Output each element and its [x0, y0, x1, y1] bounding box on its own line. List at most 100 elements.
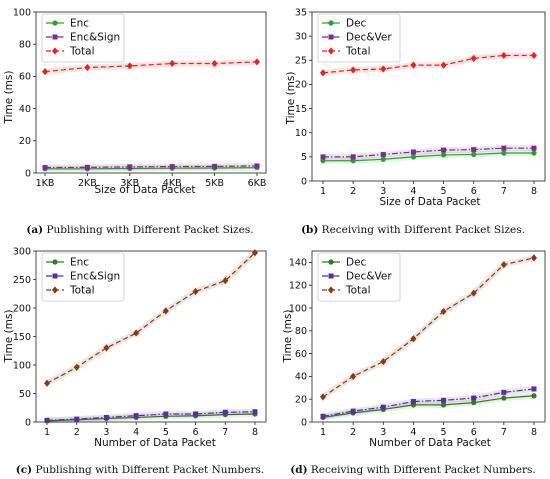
data-point — [126, 62, 133, 70]
chart-b-plot: 0 5 10 15 20 25 30 35 1 2 3 4 5 6 7 8 Dec Dec&Ver Total — [295, 7, 546, 197]
chart-d-xtick-label: 1 — [320, 427, 326, 438]
series-line — [322, 257, 535, 398]
chart-c-xtick-label: 6 — [193, 427, 199, 438]
data-point — [380, 65, 387, 73]
legend-label: Total — [69, 46, 95, 58]
data-point — [320, 393, 326, 401]
chart-d-series-total — [320, 254, 537, 401]
chart-d-plot: 0 20 40 60 80 100 120 140 1 2 3 4 5 6 7 8 Dec Dec&Ver Tota… — [289, 250, 546, 438]
chart-c-xtick-label: 7 — [222, 427, 228, 438]
chart-b-xtick-label: 6 — [471, 186, 477, 197]
chart-b-xlabel: Size of Data Packet — [379, 196, 480, 208]
chart-b-caption-label: (b) — [301, 224, 318, 236]
data-point — [42, 67, 48, 76]
chart-a-xlabel: Size of Data Packet — [94, 184, 195, 196]
chart-d-ytick-label: 140 — [289, 258, 307, 269]
chart-d-xtick-label: 8 — [531, 427, 537, 438]
chart-a-ytick-label: 0 — [25, 168, 31, 179]
data-point — [44, 417, 50, 423]
chart-d-caption-text: Receiving with Different Packet Numbers. — [308, 464, 536, 476]
series-line — [44, 165, 258, 169]
chart-b-caption-text: Receiving with Different Packet Sizes. — [318, 224, 525, 236]
data-point — [133, 329, 140, 337]
data-point — [441, 147, 447, 153]
legend-marker — [52, 34, 58, 40]
chart-d-ytick-label: 20 — [295, 395, 307, 406]
chart-c-xtick-label: 1 — [44, 427, 50, 438]
data-point — [501, 145, 507, 151]
legend-box — [41, 252, 125, 302]
chart-a-xtick-label: 5KB — [205, 178, 224, 189]
data-point — [44, 379, 50, 387]
legend-box — [317, 252, 401, 302]
data-point — [350, 154, 356, 160]
chart-c-ytick-label: 100 — [13, 360, 31, 371]
chart-a-ytick-label: 60 — [19, 72, 31, 83]
data-point — [470, 54, 477, 62]
chart-d-xtick-label: 5 — [441, 427, 447, 438]
legend-label: Dec&Ver — [346, 32, 392, 44]
data-point — [471, 395, 477, 401]
data-point — [410, 61, 417, 69]
chart-d-xtick-label: 4 — [410, 427, 416, 438]
data-point — [410, 398, 416, 404]
legend-box — [317, 13, 401, 63]
chart-c-series-total — [44, 249, 258, 387]
data-point — [500, 261, 507, 269]
chart-d-series-dec — [320, 392, 537, 421]
data-point — [320, 69, 326, 77]
legend-label: Enc — [70, 257, 89, 269]
data-point — [410, 335, 417, 343]
panel-c: 0 50 100 150 200 250 300 1 2 3 4 5 6 7 8 Enc Enc&Sign Tot… — [3, 246, 267, 476]
chart-b-series-total — [320, 51, 537, 77]
chart-d-ylabel: Time (ms) — [282, 310, 294, 364]
chart-c-plot: 0 50 100 150 200 250 300 1 2 3 4 5 6 7 8 Enc Enc&Sign Tot… — [13, 246, 267, 438]
chart-a-plot: 0 20 40 60 80 100 1KB 2KB 3KB 4KB 5KB 6KB Enc Enc&Sig… — [13, 7, 267, 189]
chart-b-xtick-label: 7 — [501, 186, 507, 197]
series-line — [46, 411, 256, 421]
data-point — [531, 386, 537, 392]
panel-d: 0 20 40 60 80 100 120 140 1 2 3 4 5 6 7 8 Dec Dec&Ver Tota… — [282, 250, 546, 476]
legend-marker — [52, 47, 58, 55]
chart-b-ytick-label: 15 — [295, 104, 307, 115]
data-point — [320, 154, 326, 160]
data-point — [169, 164, 175, 170]
chart-c-xlabel: Number of Data Packet — [94, 437, 216, 449]
chart-a-xtick-label: 6KB — [248, 178, 267, 189]
data-point — [471, 151, 477, 158]
chart-b-xtick-label: 4 — [410, 186, 416, 197]
chart-d-ytick-label: 60 — [295, 349, 307, 360]
data-point — [320, 158, 326, 164]
data-point — [211, 59, 218, 68]
chart-a-ytick-label: 20 — [19, 136, 31, 147]
data-point — [501, 395, 507, 401]
chart-c-ytick-label: 0 — [25, 417, 31, 428]
chart-c-ytick-label: 200 — [13, 303, 31, 314]
chart-b-xtick-label: 8 — [531, 186, 537, 197]
chart-c-series-enc-sign — [44, 408, 258, 424]
data-point — [531, 254, 537, 262]
chart-c-xtick-label: 2 — [74, 427, 80, 438]
data-point — [501, 389, 507, 395]
data-point — [531, 150, 537, 156]
data-point — [471, 400, 477, 406]
series-line — [44, 61, 258, 73]
data-point — [531, 51, 537, 60]
chart-a-legend: Enc Enc&Sign Total — [41, 13, 125, 63]
chart-a-ylabel: Time (ms) — [3, 71, 15, 125]
chart-c-ytick-label: 50 — [19, 389, 31, 400]
chart-c-caption-text: Publishing with Different Packet Numbers… — [32, 464, 264, 476]
chart-b-xtick-label: 2 — [350, 186, 356, 197]
data-point — [163, 411, 169, 417]
legend-label: Total — [345, 46, 371, 58]
legend-marker — [328, 273, 334, 279]
chart-c-xtick-label: 4 — [133, 427, 139, 438]
series-line — [322, 54, 534, 74]
data-point — [440, 152, 447, 158]
data-point — [103, 414, 109, 420]
chart-d-legend: Dec Dec&Ver Total — [317, 252, 401, 302]
data-point — [501, 150, 507, 156]
chart-a-ytick-label: 40 — [19, 104, 31, 115]
chart-c-caption: (c) Publishing with Different Packet Num… — [16, 464, 264, 476]
